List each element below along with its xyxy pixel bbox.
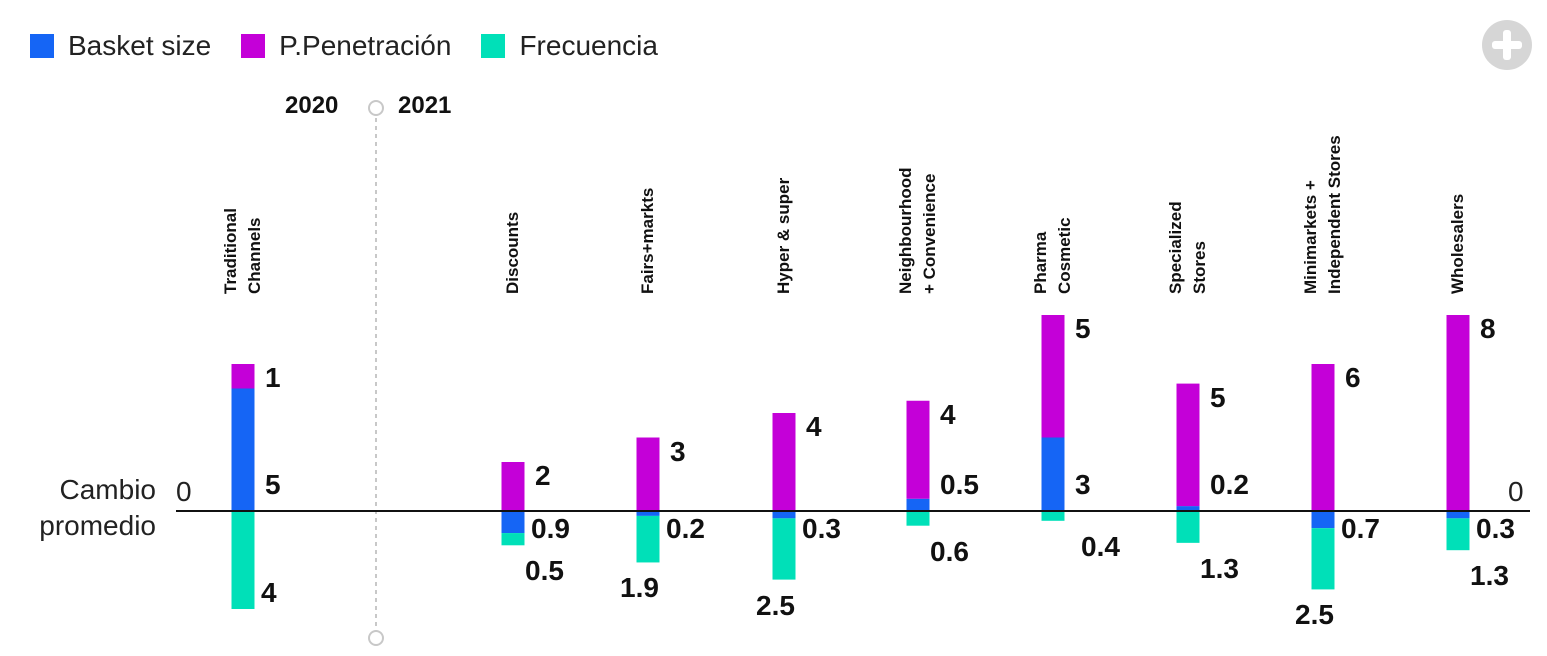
value-label-basket-4: 0.5 — [940, 469, 979, 500]
value-label-basket-5: 3 — [1075, 469, 1091, 500]
value-label-penetration-8: 8 — [1480, 313, 1496, 344]
value-label-penetration-1: 2 — [535, 460, 551, 491]
bar-frequency-7 — [1311, 528, 1335, 590]
bar-penetration-0 — [231, 364, 255, 389]
value-label-basket-1: 0.9 — [531, 513, 570, 544]
category-label-0: Traditional Channels — [221, 208, 264, 294]
legend-label-penetration: P.Penetración — [279, 30, 452, 61]
bar-basket-8 — [1446, 511, 1470, 519]
bar-basket-6 — [1176, 506, 1200, 511]
bar-frequency-1 — [501, 533, 525, 546]
legend-item-basket: Basket size — [30, 30, 211, 62]
bar-basket-1 — [501, 511, 525, 534]
bar-frequency-4 — [906, 511, 930, 526]
value-label-basket-3: 0.3 — [802, 513, 841, 544]
year-right-label: 2021 — [398, 92, 452, 119]
legend-swatch-basket — [30, 34, 54, 58]
category-label-4: Neighbourhood + Convenience — [896, 167, 939, 294]
value-label-basket-6: 0.2 — [1210, 469, 1249, 500]
category-label-8: Wholesalers — [1448, 193, 1467, 294]
bar-penetration-6 — [1176, 383, 1200, 507]
zero-label-right: 0 — [1508, 476, 1524, 507]
legend-label-basket: Basket size — [68, 30, 212, 61]
legend: Basket size P.Penetración Frecuencia — [30, 30, 658, 62]
value-label-frequency-7: 2.5 — [1295, 599, 1334, 631]
bar-frequency-8 — [1446, 518, 1470, 551]
plus-icon[interactable] — [1482, 20, 1532, 70]
bar-basket-2 — [636, 511, 660, 516]
bar-frequency-3 — [772, 518, 796, 580]
category-label-2: Fairs+markts — [638, 187, 657, 294]
bar-penetration-7 — [1311, 364, 1335, 511]
value-label-frequency-6: 1.3 — [1200, 552, 1239, 584]
bar-basket-7 — [1311, 511, 1335, 529]
value-label-frequency-4: 0.6 — [930, 535, 969, 567]
value-label-basket-2: 0.2 — [666, 513, 705, 544]
timeline-dot-bottom — [368, 630, 384, 646]
value-label-basket-0: 5 — [265, 469, 281, 500]
bar-penetration-2 — [636, 437, 660, 511]
value-label-frequency-1: 0.5 — [525, 555, 564, 587]
zero-label-left: 0 — [176, 476, 192, 507]
bar-penetration-1 — [501, 462, 525, 511]
legend-item-penetration: P.Penetración — [241, 30, 451, 62]
bar-frequency-6 — [1176, 511, 1200, 543]
baseline-label: Cambio promedio — [10, 472, 156, 544]
legend-swatch-penetration — [241, 34, 266, 58]
value-label-basket-7: 0.7 — [1341, 513, 1380, 544]
category-label-3: Hyper & super — [774, 177, 793, 294]
value-label-penetration-4: 4 — [940, 398, 956, 430]
value-label-penetration-6: 5 — [1210, 381, 1226, 413]
value-label-basket-8: 0.3 — [1476, 513, 1515, 544]
bar-basket-3 — [772, 511, 796, 519]
baseline-label-line2: promedio — [39, 510, 156, 541]
bar-basket-4 — [906, 498, 930, 511]
bar-penetration-3 — [772, 413, 796, 511]
bar-frequency-2 — [636, 515, 660, 563]
value-label-penetration-2: 3 — [670, 435, 686, 467]
value-label-frequency-5: 0.4 — [1081, 530, 1120, 562]
value-label-frequency-0: 4 — [261, 577, 277, 608]
value-label-frequency-2: 1.9 — [620, 572, 659, 604]
category-label-7: Minimarkets + Independent Stores — [1301, 135, 1344, 294]
category-label-5: Pharma Cosmetic — [1031, 217, 1074, 294]
bar-frequency-5 — [1041, 511, 1065, 521]
value-label-penetration-7: 6 — [1345, 362, 1361, 393]
value-label-frequency-8: 1.3 — [1470, 560, 1509, 592]
value-label-penetration-0: 1 — [265, 362, 281, 393]
bar-penetration-8 — [1446, 315, 1470, 511]
bar-penetration-4 — [906, 400, 930, 499]
category-label-6: Specialized Stores — [1166, 201, 1209, 294]
legend-label-frequency: Frecuencia — [519, 30, 658, 61]
value-label-penetration-3: 4 — [806, 411, 822, 442]
legend-swatch-frequency — [481, 34, 506, 58]
value-label-penetration-5: 5 — [1075, 313, 1091, 344]
legend-item-frequency: Frecuencia — [481, 30, 658, 62]
category-label-1: Discounts — [503, 211, 522, 294]
baseline-label-line1: Cambio — [59, 474, 156, 505]
bar-penetration-5 — [1041, 315, 1065, 438]
year-left-label: 2020 — [285, 92, 339, 119]
value-label-frequency-3: 2.5 — [756, 589, 795, 621]
bar-basket-0 — [231, 388, 255, 511]
timeline-dot-top — [368, 100, 384, 116]
bar-basket-5 — [1041, 437, 1065, 511]
bar-frequency-0 — [231, 511, 255, 609]
